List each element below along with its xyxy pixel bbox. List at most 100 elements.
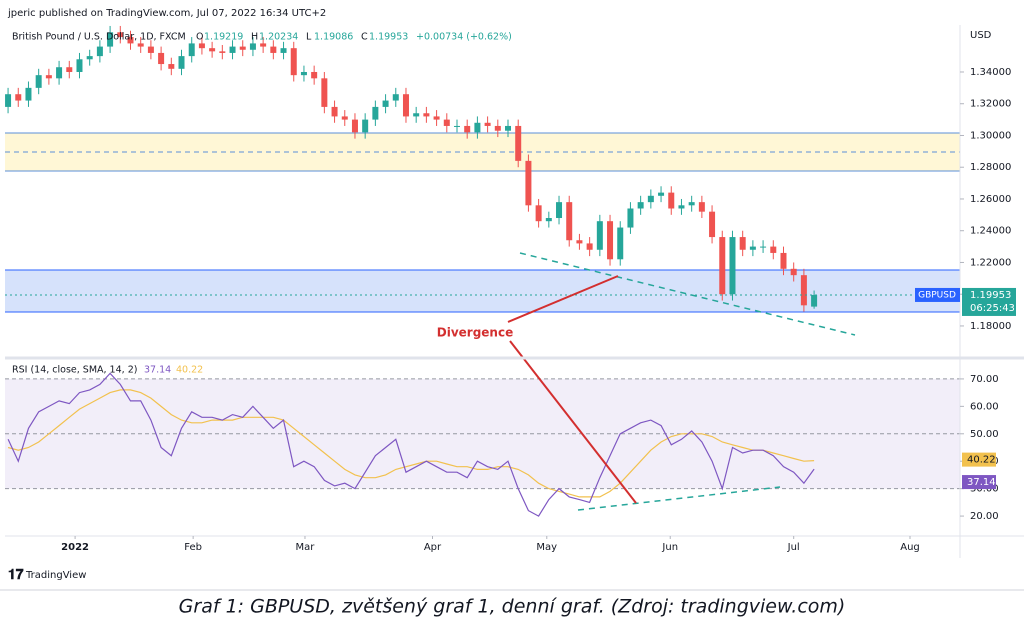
ohlc-key: L	[306, 32, 312, 43]
candle-body	[433, 116, 440, 120]
value-tag-label: 40.22	[967, 455, 996, 466]
caption: Graf 1: GBPUSD, zvětšený graf 1, denní g…	[179, 596, 846, 618]
candle-body	[239, 46, 246, 50]
candle-body	[117, 32, 124, 38]
ohlc-key: C	[361, 32, 368, 43]
candle-body	[382, 100, 389, 107]
candle-body	[760, 246, 767, 248]
ohlc-value: 1.20234	[259, 32, 298, 43]
candle-body	[260, 43, 267, 47]
candle-body	[545, 218, 552, 222]
ticker-tag-label: GBPUSD	[918, 290, 956, 300]
candle-body	[270, 46, 277, 53]
y-tick-label: 1.28000	[970, 162, 1011, 173]
x-tick-label: Feb	[184, 542, 202, 553]
candle-body	[209, 48, 216, 52]
candle-body	[413, 113, 420, 117]
candle-body	[66, 67, 73, 72]
candle-body	[147, 46, 154, 53]
candle-body	[780, 252, 787, 269]
candle-body	[729, 237, 736, 295]
value-tag-label: 37.14	[967, 477, 996, 488]
candle-body	[178, 56, 185, 69]
candle-body	[229, 46, 236, 53]
candle-body	[586, 243, 593, 250]
y-tick-label: 1.26000	[970, 194, 1011, 205]
candle-body	[474, 122, 481, 133]
candle-body	[86, 56, 93, 60]
candle-body	[464, 125, 471, 133]
ohlc-key: H	[251, 32, 258, 43]
y-tick-label: 1.34000	[970, 67, 1011, 78]
candle-body	[515, 125, 522, 161]
candle-body	[35, 75, 42, 88]
price-tag	[962, 287, 1016, 316]
ohlc-value: 1.19953	[369, 32, 408, 43]
candle-body	[372, 106, 379, 120]
candle-body	[627, 208, 634, 228]
candle-body	[127, 37, 134, 44]
x-tick-label: Aug	[900, 542, 920, 553]
candle-body	[647, 195, 654, 203]
ticker-tag	[915, 287, 960, 302]
candle-body	[219, 51, 226, 53]
x-tick-label: Mar	[296, 542, 316, 553]
candle-body	[535, 205, 542, 222]
candle-body	[158, 52, 165, 65]
candle-body	[800, 275, 807, 306]
candle-body	[678, 205, 685, 209]
candle-body	[709, 211, 716, 238]
candle-body	[311, 71, 318, 79]
candle-body	[107, 32, 114, 47]
candle-body	[362, 119, 369, 133]
logo: TradingView	[25, 570, 86, 581]
value-tag	[962, 452, 996, 467]
candle-body	[96, 46, 103, 57]
candle-body	[402, 94, 409, 117]
candle-body	[698, 202, 705, 212]
candle-body	[137, 43, 144, 47]
candle-body	[811, 294, 818, 307]
rsi-title: RSI (14, close, SMA, 14, 2)	[12, 365, 137, 376]
x-tick-label: Jul	[787, 542, 800, 553]
candle-body	[484, 122, 491, 126]
candle-body	[566, 202, 573, 241]
candle-body	[505, 125, 512, 131]
candle-body	[790, 268, 797, 276]
sma-legend-value: 40.22	[176, 365, 203, 376]
candle-body	[45, 75, 52, 79]
candle-body	[576, 240, 583, 244]
candle-body	[749, 246, 756, 250]
candle-body	[617, 227, 624, 260]
candle-body	[280, 48, 287, 53]
support-zone	[5, 270, 960, 312]
candle-body	[76, 59, 83, 72]
x-tick-label: May	[536, 542, 557, 553]
y-tick-label: 1.32000	[970, 99, 1011, 110]
candle-body	[719, 237, 726, 295]
countdown: 06:25:43	[970, 303, 1015, 314]
candle-body	[770, 246, 777, 253]
candle-body	[341, 116, 348, 120]
x-tick-label: 2022	[61, 542, 89, 553]
y-tick-label: 1.22000	[970, 257, 1011, 268]
x-tick-label: Apr	[424, 542, 442, 553]
candle-body	[658, 192, 665, 196]
divergence-arrow	[507, 275, 619, 323]
candle-body	[739, 237, 746, 250]
rsi-trendline	[577, 486, 781, 511]
candle-body	[668, 192, 675, 209]
candle-body	[556, 202, 563, 219]
divergence-arrow	[509, 340, 637, 504]
ohlc-value: 1.19219	[204, 32, 243, 43]
plot	[5, 25, 960, 517]
ohlc-value: 1.19086	[314, 32, 353, 43]
candle-body	[688, 202, 695, 206]
y-tick-label: 1.30000	[970, 130, 1011, 141]
symbol: British Pound / U.S. Dollar, 1D, FXCM	[12, 32, 186, 43]
y-tick-label: 20.00	[970, 511, 999, 522]
candle-body	[596, 221, 603, 250]
rsi-legend-value: 37.14	[144, 365, 171, 376]
ohlc-change: +0.00734 (+0.62%)	[416, 32, 512, 43]
